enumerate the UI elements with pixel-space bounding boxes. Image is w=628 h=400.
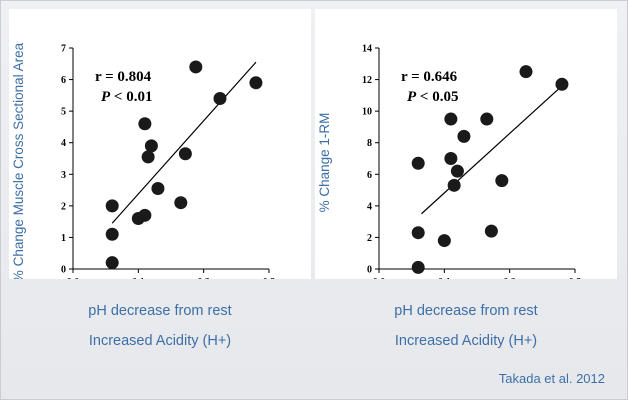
p-value-label: P < 0.01 bbox=[101, 89, 152, 105]
data-point bbox=[151, 181, 165, 195]
y-tick-label: 12 bbox=[362, 75, 372, 86]
x-tick-label: 0.3 bbox=[569, 277, 582, 279]
y-tick-label: 2 bbox=[61, 201, 66, 212]
data-point bbox=[105, 199, 119, 213]
x-tick-label: 0.1 bbox=[438, 277, 451, 279]
x-axis-sublabel-left: Increased Acidity (H+) bbox=[88, 333, 232, 349]
x-axis-sublabel-right: Increased Acidity (H+) bbox=[394, 333, 538, 349]
chart-panel-1rm: 0 2 4 6 8 10 12 14 0.0 0.1 0.2 0.3 % Change 1-RM r = … bbox=[315, 9, 617, 279]
y-tick-label: 7 bbox=[61, 44, 66, 55]
data-point bbox=[105, 227, 119, 241]
x-tick-label: 0.2 bbox=[503, 277, 516, 279]
data-point bbox=[178, 147, 192, 161]
x-axis-label-left: pH decrease from rest bbox=[88, 303, 232, 319]
data-point bbox=[138, 208, 152, 222]
correlation-label: r = 0.804 bbox=[95, 69, 152, 85]
y-tick-label: 0 bbox=[61, 265, 66, 276]
data-point bbox=[457, 129, 471, 143]
y-tick-label: 6 bbox=[61, 75, 66, 86]
citation: Takada et al. 2012 bbox=[498, 371, 605, 386]
y-axis-label: % Change Muscle Cross Sectional Area bbox=[11, 42, 26, 279]
x-tick-label: 0.0 bbox=[67, 277, 80, 279]
data-point bbox=[437, 234, 451, 248]
p-value-label: P < 0.05 bbox=[407, 89, 458, 105]
data-point bbox=[450, 164, 464, 178]
data-point bbox=[519, 65, 533, 79]
y-axis-label: % Change 1-RM bbox=[317, 113, 332, 213]
correlation-label: r = 0.646 bbox=[401, 69, 458, 85]
x-axis-label-right: pH decrease from rest bbox=[394, 303, 538, 319]
y-tick-label: 14 bbox=[362, 44, 372, 55]
data-point bbox=[444, 152, 458, 165]
y-tick-label: 8 bbox=[367, 138, 372, 149]
trendline bbox=[421, 85, 563, 215]
y-tick-label: 5 bbox=[61, 107, 66, 118]
data-point bbox=[213, 92, 227, 106]
x-tick-label: 0.3 bbox=[263, 277, 276, 279]
data-point bbox=[411, 156, 425, 170]
scatter-chart-muscle-csa: 0 1 2 3 4 5 6 7 0.0 0.1 0.2 0.3 % Change Muscle Cros… bbox=[11, 42, 276, 279]
x-tick-label: 0.0 bbox=[373, 277, 386, 279]
trendline bbox=[111, 61, 257, 224]
x-tick-label: 0.1 bbox=[132, 277, 145, 279]
y-tick-label: 4 bbox=[367, 201, 372, 212]
data-point bbox=[189, 60, 203, 74]
data-point bbox=[495, 174, 509, 188]
y-tick-label: 4 bbox=[61, 138, 66, 149]
data-point bbox=[411, 226, 425, 240]
y-tick-label: 6 bbox=[367, 170, 372, 181]
data-point bbox=[105, 256, 119, 270]
y-tick-label: 0 bbox=[367, 265, 372, 276]
data-point bbox=[174, 196, 188, 210]
data-point bbox=[480, 112, 494, 126]
data-point bbox=[447, 178, 461, 192]
data-point bbox=[555, 77, 569, 91]
y-tick-label: 2 bbox=[367, 233, 372, 244]
data-point bbox=[484, 224, 498, 238]
y-tick-label: 3 bbox=[61, 170, 66, 181]
data-point bbox=[141, 150, 155, 164]
x-tick-label: 0.2 bbox=[197, 277, 210, 279]
chart-panel-muscle-csa: 0 1 2 3 4 5 6 7 0.0 0.1 0.2 0.3 % Change Muscle Cros… bbox=[9, 9, 311, 279]
data-point bbox=[144, 139, 158, 153]
data-point bbox=[138, 117, 152, 131]
data-point bbox=[249, 76, 263, 90]
y-tick-label: 10 bbox=[362, 107, 372, 118]
y-tick-label: 1 bbox=[61, 233, 66, 244]
scatter-chart-1rm: 0 2 4 6 8 10 12 14 0.0 0.1 0.2 0.3 % Change 1-RM r = … bbox=[317, 44, 582, 280]
data-point bbox=[411, 260, 425, 274]
data-point bbox=[444, 112, 458, 126]
